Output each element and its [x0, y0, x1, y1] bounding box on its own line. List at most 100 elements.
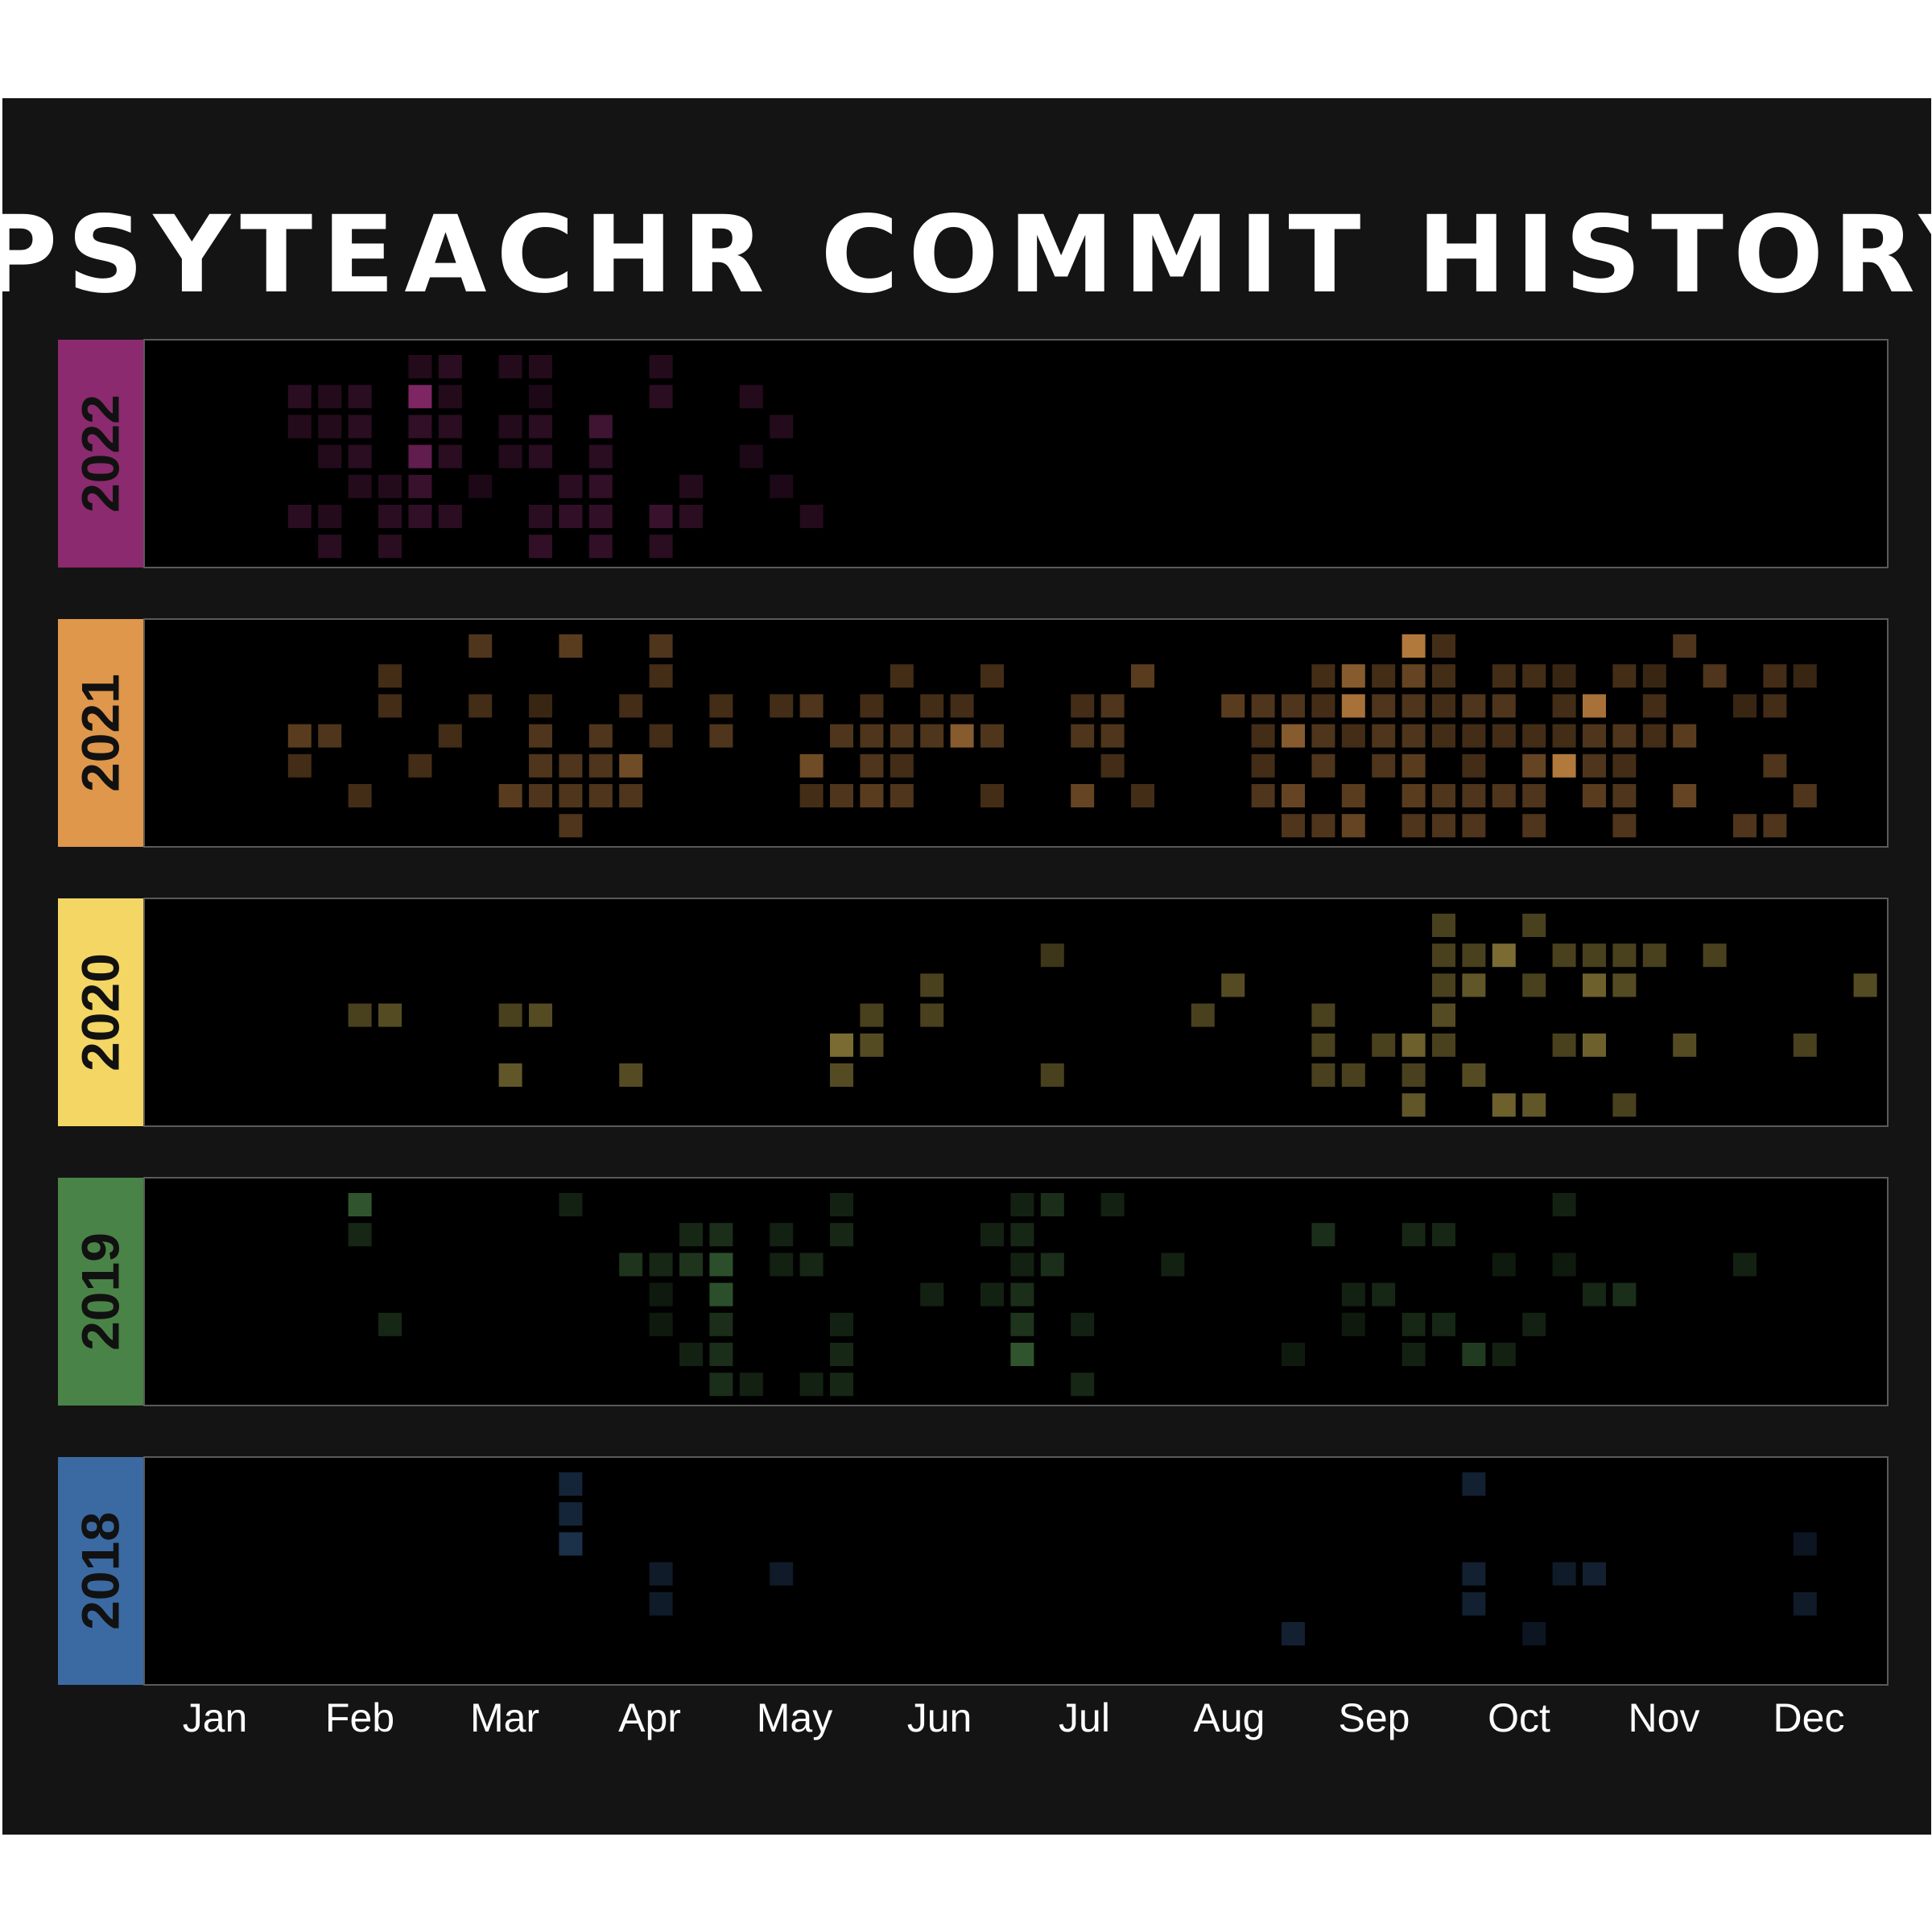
commit-cell	[1552, 724, 1576, 748]
commit-cell	[1462, 1472, 1486, 1496]
commit-cell	[649, 664, 673, 688]
commit-cell	[619, 753, 643, 778]
commit-cell	[1131, 664, 1154, 688]
commit-cell	[1221, 973, 1245, 997]
commit-cell	[1492, 1093, 1516, 1117]
commit-cell	[1462, 724, 1486, 748]
commit-cell	[1612, 814, 1637, 838]
commit-cell	[1311, 724, 1335, 748]
commit-cell	[770, 474, 794, 498]
commit-cell	[1612, 973, 1637, 997]
commit-cell	[529, 415, 552, 439]
commit-cell	[1492, 784, 1516, 807]
commit-cell	[1071, 784, 1095, 807]
commit-cell	[529, 724, 552, 748]
commit-cell	[559, 1502, 583, 1526]
commit-cell	[1642, 724, 1666, 748]
commit-cell	[348, 444, 372, 469]
commit-cell	[1372, 753, 1396, 778]
commit-cell	[1673, 634, 1697, 658]
commit-cell	[830, 784, 853, 807]
year-label: 2022	[71, 394, 130, 513]
commit-cell	[770, 415, 794, 439]
commit-cell	[679, 474, 703, 498]
commit-cell	[1462, 694, 1486, 718]
commit-cell	[830, 1373, 853, 1397]
commit-cell	[1492, 694, 1516, 718]
month-tick-label: Dec	[1773, 1695, 1845, 1740]
commit-cell	[860, 784, 884, 807]
month-tick-label: Sep	[1339, 1695, 1410, 1740]
commit-cell	[1462, 1591, 1486, 1616]
commit-cell	[408, 505, 432, 528]
commit-cell	[1793, 784, 1817, 807]
commit-cell	[1402, 1063, 1426, 1087]
commit-cell	[1251, 694, 1275, 718]
commit-cell	[1282, 724, 1305, 748]
commit-cell	[378, 505, 402, 528]
commit-cell	[1432, 1223, 1455, 1247]
commit-cell	[588, 505, 613, 528]
year-panel-2020: 2020	[58, 898, 1889, 1127]
commit-cell	[1492, 724, 1516, 748]
commit-cell	[860, 753, 884, 778]
month-tick-label: Jan	[183, 1695, 248, 1740]
commit-cell	[1010, 1193, 1034, 1216]
year-label: 2019	[71, 1232, 130, 1351]
commit-cell	[1432, 694, 1455, 718]
commit-cell	[1071, 694, 1095, 718]
commit-cell	[1522, 753, 1546, 778]
commit-cell	[1583, 1282, 1606, 1307]
commit-cell	[529, 444, 552, 469]
commit-cell	[1583, 1562, 1606, 1586]
commit-cell	[739, 444, 763, 469]
commit-cell	[1402, 694, 1426, 718]
commit-cell	[378, 474, 402, 498]
commit-cell	[980, 1282, 1004, 1307]
commit-cell	[1492, 664, 1516, 688]
commit-cell	[1372, 694, 1396, 718]
commit-cell	[529, 535, 552, 559]
commit-cell	[830, 1033, 853, 1057]
commit-cell	[408, 415, 432, 439]
commit-cell	[1341, 664, 1365, 688]
commit-cell	[469, 694, 493, 718]
commit-cell	[318, 415, 342, 439]
commit-cell	[1372, 1282, 1396, 1307]
commit-cell	[559, 1193, 583, 1216]
commit-cell	[588, 474, 613, 498]
commit-cell	[1673, 784, 1697, 807]
commit-cell	[1642, 943, 1666, 968]
commit-cell	[1402, 1093, 1426, 1117]
panel-background	[143, 339, 1889, 568]
month-axis: Jan Feb Mar Apr May Jun Jul Aug Sep Oct Nov Dec	[183, 1695, 1845, 1740]
commit-cell	[1402, 1223, 1426, 1247]
commit-cell	[799, 694, 824, 718]
commit-cell	[348, 474, 372, 498]
commit-cell	[287, 505, 312, 528]
commit-cell	[529, 355, 552, 378]
commit-cell	[1402, 1312, 1426, 1336]
commit-cell	[1673, 724, 1697, 748]
commit-cell	[890, 724, 914, 748]
commit-cell	[799, 753, 824, 778]
year-label-strip	[58, 1178, 144, 1406]
commit-cell	[1793, 1033, 1817, 1057]
commit-cell	[408, 753, 432, 778]
commit-cell	[830, 1193, 853, 1216]
commit-cell	[830, 1312, 853, 1336]
commit-cell	[1311, 814, 1335, 838]
commit-cell	[709, 1343, 733, 1366]
commit-cell	[529, 385, 552, 409]
commit-cell	[1522, 724, 1546, 748]
commit-cell	[1673, 1033, 1697, 1057]
commit-cell	[559, 1472, 583, 1496]
commit-cell	[1612, 1093, 1637, 1117]
commit-cell	[1100, 724, 1125, 748]
commit-cell	[469, 634, 493, 658]
commit-cell	[1131, 784, 1154, 807]
commit-cell	[588, 415, 613, 439]
commit-cell	[1311, 664, 1335, 688]
commit-cell	[799, 505, 824, 528]
commit-cell	[1010, 1253, 1034, 1277]
